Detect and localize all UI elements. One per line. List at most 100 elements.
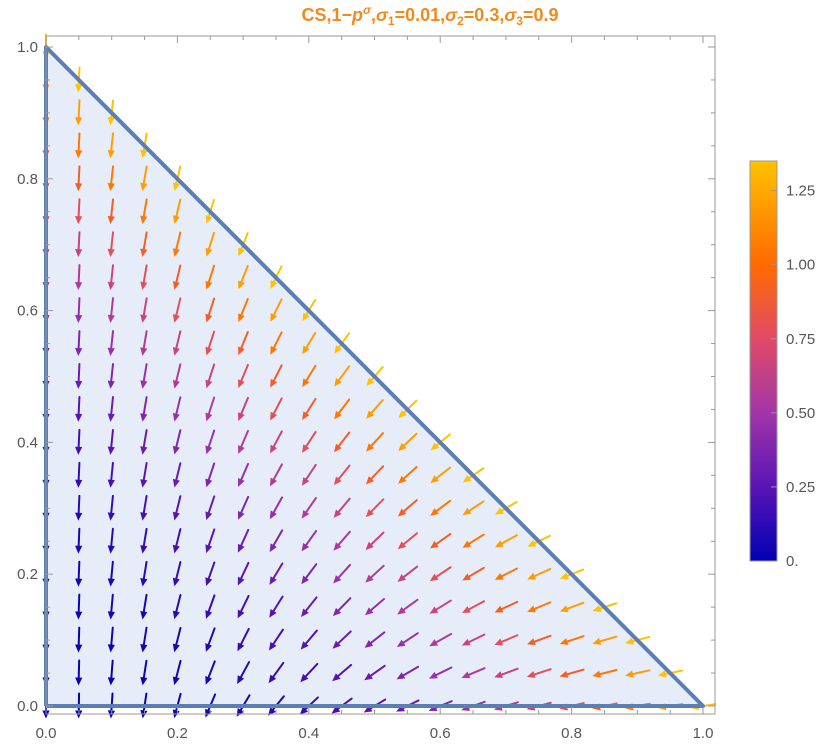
vector-arrow [172,659,182,686]
vector-arrow [172,594,182,620]
vector-arrow [527,534,551,547]
vector-arrow [172,330,182,356]
vector-arrow [172,231,182,257]
vector-arrow [301,530,318,552]
vector-arrow [302,298,317,322]
vector-arrow [302,364,317,388]
axis-tick-labels: 0.0 0.2 0.4 0.6 0.8 1.0 0.0 0.2 0.4 0.6 0.8 1.0 [17,39,713,742]
vector-arrow [559,668,585,678]
vector-arrow [75,395,83,422]
vector-arrow [107,231,115,258]
x-tick-label: 0.6 [430,725,451,742]
colorbar-tick-label: 0.25 [786,479,815,496]
vector-arrow [396,665,420,680]
vector-arrow [334,365,351,387]
vector-arrow [75,132,83,159]
vector-arrow [140,297,148,323]
vector-arrow [365,564,385,583]
vector-arrow [364,631,386,648]
vector-arrow [140,132,148,159]
vector-arrow [75,66,83,93]
vector-arrow [365,598,385,616]
vector-arrow [334,398,351,420]
vector-arrow [140,231,148,258]
vector-arrow [238,330,249,356]
vector-arrow [140,494,148,521]
vector-arrow [592,602,618,612]
vector-arrow [205,627,216,652]
y-tick-label: 0.0 [17,698,38,715]
vector-arrow [107,494,115,521]
vector-arrow [301,463,317,486]
vector-arrow [140,659,148,686]
vector-arrow [592,635,618,645]
vector-arrow [107,198,115,225]
vector-arrow [172,626,182,653]
colorbar-tick-label: 0.50 [786,405,815,422]
vector-arrow [494,534,518,548]
vector-arrow [75,363,83,389]
vector-arrow [107,560,115,587]
vector-arrow [270,265,283,289]
vector-arrow [430,433,451,451]
vector-arrow [205,264,216,290]
vector-arrow [75,198,83,225]
vector-arrow [205,660,216,685]
vector-arrow [270,331,283,355]
vector-arrow [75,461,83,488]
vector-arrow [75,330,83,357]
vector-arrow [428,666,453,679]
vector-arrow [237,495,250,520]
vector-arrow [205,561,216,586]
x-tick-label: 1.0 [693,725,714,742]
vector-arrow [75,494,83,521]
vector-arrow [397,532,418,550]
vector-arrow [238,232,249,257]
vector-arrow [429,566,452,582]
vector-arrow [366,432,384,452]
vector-arrow [494,600,519,613]
vector-arrow [237,561,250,586]
vector-arrow [301,596,318,617]
vector-arrow [107,626,115,653]
vector-arrow [140,560,148,587]
vector-arrow [140,462,148,488]
vector-arrow [205,363,216,389]
vector-arrow [107,363,115,389]
vector-arrow [559,601,585,613]
vector-arrow [75,659,83,686]
vector-arrow [397,499,418,517]
vector-arrow [269,562,284,585]
vector-arrow [301,563,318,585]
vector-arrow [270,397,283,421]
vector-arrow [238,298,249,323]
vector-arrow [333,431,351,453]
vector-arrow [270,430,283,454]
vector-arrow [299,696,319,715]
vector-arrow [300,662,319,683]
vector-arrow [75,165,83,192]
vector-arrow [140,363,148,389]
vector-arrow [205,297,216,323]
vector-arrow [172,528,182,554]
vector-arrow [462,467,485,483]
vector-arrow [333,464,351,486]
vector-arrow [495,501,518,515]
vector-arrow [461,667,486,679]
vector-arrow [366,399,384,419]
vector-arrow [107,297,115,324]
vector-arrow [527,634,552,646]
vector-arrow [75,428,83,455]
vector-arrow [140,593,148,620]
vector-arrow [430,532,452,549]
vector-arrow [237,661,251,685]
vector-arrow [172,198,182,224]
vector-arrow [526,668,552,678]
vector-arrow [397,598,419,615]
vector-arrow [396,632,419,647]
vector-arrow [107,330,115,356]
vector-arrow [140,264,148,290]
x-tick-label: 0.0 [36,725,57,742]
colorbar-ticks: 0. 0.25 0.50 0.75 1.00 1.25 [771,183,815,570]
vector-arrow [238,462,250,487]
